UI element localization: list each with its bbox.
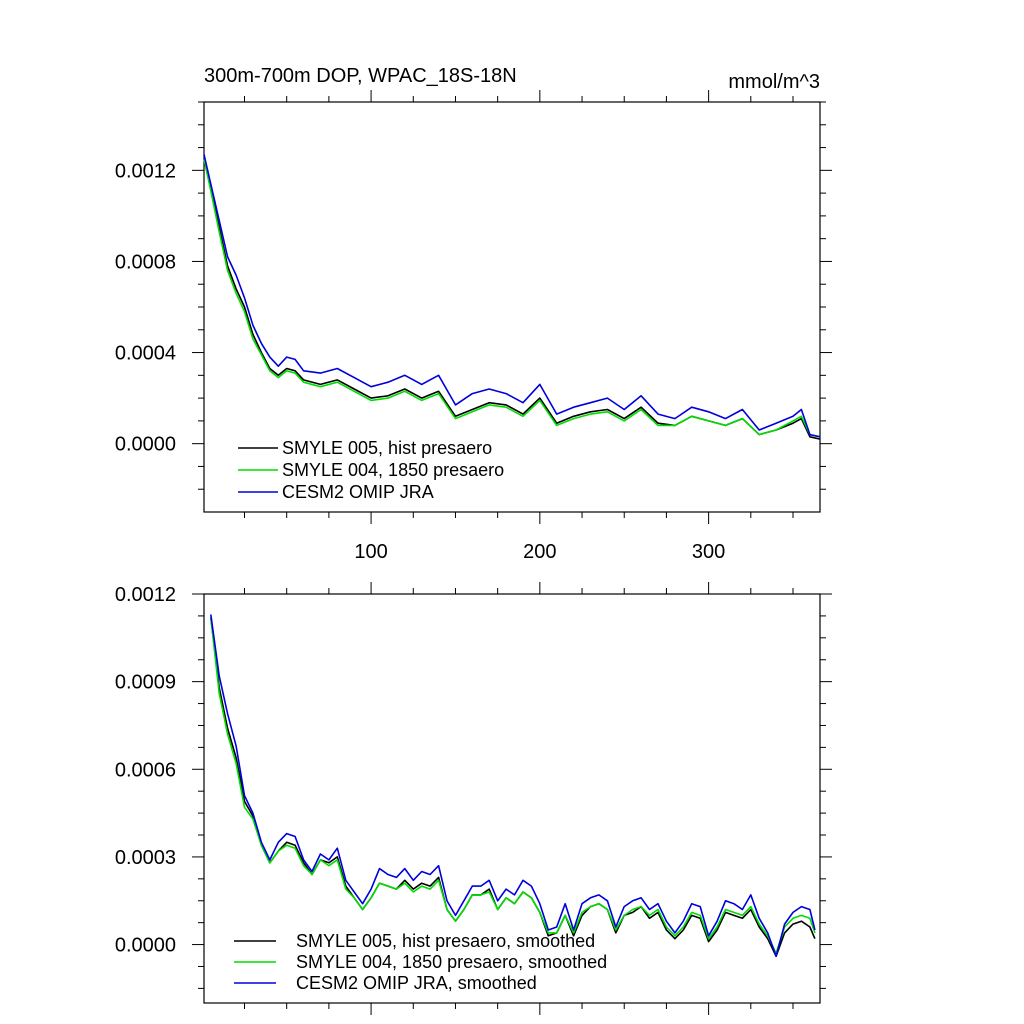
units-label: mmol/m^3 xyxy=(728,71,820,93)
y-tick-label: 0.0009 xyxy=(115,672,176,694)
series-line-3 xyxy=(210,614,816,958)
series-line-2 xyxy=(203,158,821,438)
y-tick-label: 0.0012 xyxy=(115,160,176,182)
y-tick-label: 0.0012 xyxy=(115,584,176,606)
x-tick-label: 300 xyxy=(692,541,725,563)
legend-label-2: SMYLE 004, 1850 presaero xyxy=(282,460,504,480)
x-tick-label: 100 xyxy=(354,541,387,563)
legend-label-1: SMYLE 005, hist presaero, smoothed xyxy=(296,931,595,951)
y-tick-label: 0.0003 xyxy=(115,847,176,869)
chart-title: 300m-700m DOP, WPAC_18S-18N xyxy=(204,65,517,87)
panel-2: 0.0000 0.0003 0.0006 0.0009 0.0012 SMYLE 005,… xyxy=(115,582,832,1015)
legend-label-3: CESM2 OMIP JRA, smoothed xyxy=(296,973,537,993)
panel-1: 0.0000 0.0004 0.0008 0.0012 100 200 300 300m-70… xyxy=(115,65,832,563)
y-tick-label: 0.0008 xyxy=(115,251,176,273)
y-tick-label: 0.0006 xyxy=(115,759,176,781)
legend-label-1: SMYLE 005, hist presaero xyxy=(282,438,492,458)
series-line-2 xyxy=(210,617,816,955)
legend-label-3: CESM2 OMIP JRA xyxy=(282,482,434,502)
x-tick-label: 200 xyxy=(523,541,556,563)
y-tick-label: 0.0000 xyxy=(115,434,176,456)
y-tick-label: 0.0004 xyxy=(115,343,176,365)
legend-label-2: SMYLE 004, 1850 presaero, smoothed xyxy=(296,952,607,972)
series-line-3 xyxy=(203,154,821,438)
plot-frame xyxy=(203,593,821,1004)
y-tick-label: 0.0000 xyxy=(115,935,176,957)
